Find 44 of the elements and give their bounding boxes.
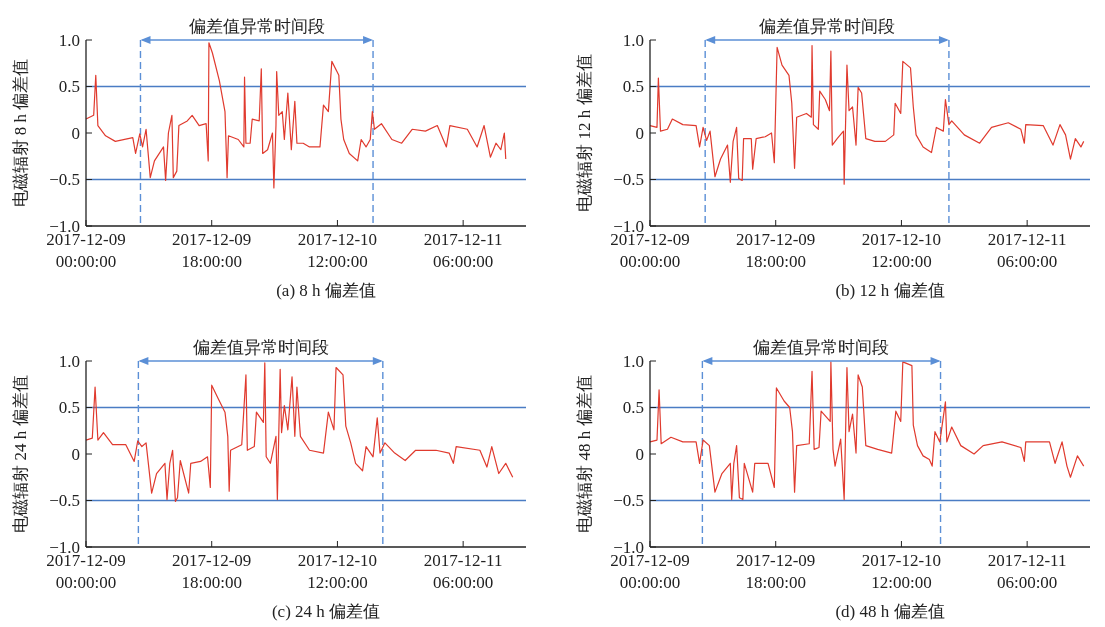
y-tick-label: −0.5 (49, 170, 80, 190)
y-tick-label: −0.5 (613, 170, 644, 190)
text: (a) 8 h 偏差值 (276, 281, 376, 300)
x-tick-label: 2017-12-11 06:00:00 (987, 551, 1067, 592)
text: (d) 48 h 偏差值 (835, 602, 945, 621)
y-tick-label: 0 (635, 123, 644, 143)
x-tick-label: 2017-12-10 12:00:00 (297, 230, 378, 271)
y-tick-label: 1.0 (58, 351, 80, 371)
y-axis-title: 电磁辐射 8 h 偏差值 (11, 58, 30, 208)
x-tick-label: 2017-12-09 18:00:00 (736, 230, 816, 271)
text: 偏差值异常时间段 (753, 338, 890, 357)
x-tick-label: 2017-12-09 18:00:00 (172, 551, 252, 592)
y-tick-label: 0.5 (622, 398, 644, 418)
y-tick-label: 1.0 (58, 30, 80, 50)
line-series (649, 361, 1085, 501)
y-tick-label: 1.0 (622, 351, 644, 371)
x-tick-label: 2017-12-09 18:00:00 (736, 551, 816, 592)
line-series (649, 44, 1085, 185)
y-axis-title: 电磁辐射 24 h 偏差值 (11, 375, 30, 533)
y-axis-title: 电磁辐射 48 h 偏差值 (575, 375, 594, 533)
y-tick-label: 0.5 (58, 77, 80, 97)
x-tick-label: 2017-12-09 18:00:00 (172, 230, 252, 271)
y-tick-label: −0.5 (613, 491, 644, 511)
x-tick-label: 2017-12-10 12:00:00 (861, 230, 942, 271)
text: 偏差值异常时间段 (192, 338, 329, 357)
line-series (85, 362, 514, 503)
y-tick-label: 0.5 (58, 398, 80, 418)
x-tick-label: 2017-12-11 06:00:00 (987, 230, 1067, 271)
y-tick-label: 0.5 (622, 77, 644, 97)
line-series (85, 42, 507, 189)
x-tick-label: 2017-12-10 12:00:00 (861, 551, 942, 592)
x-tick-label: 2017-12-11 06:00:00 (423, 230, 503, 271)
y-tick-label: 0 (71, 444, 80, 464)
text: 偏差值异常时间段 (188, 17, 325, 36)
x-tick-label: 2017-12-11 06:00:00 (423, 551, 503, 592)
text: (b) 12 h 偏差值 (835, 281, 945, 300)
text: 偏差值异常时间段 (759, 17, 896, 36)
x-tick-label: 2017-12-10 12:00:00 (297, 551, 378, 592)
text: (c) 24 h 偏差值 (271, 602, 381, 621)
y-axis-title: 电磁辐射 12 h 偏差值 (575, 54, 594, 212)
y-tick-label: 0 (635, 444, 644, 464)
y-tick-label: 0 (71, 123, 80, 143)
y-tick-label: −0.5 (49, 491, 80, 511)
y-tick-label: 1.0 (622, 30, 644, 50)
